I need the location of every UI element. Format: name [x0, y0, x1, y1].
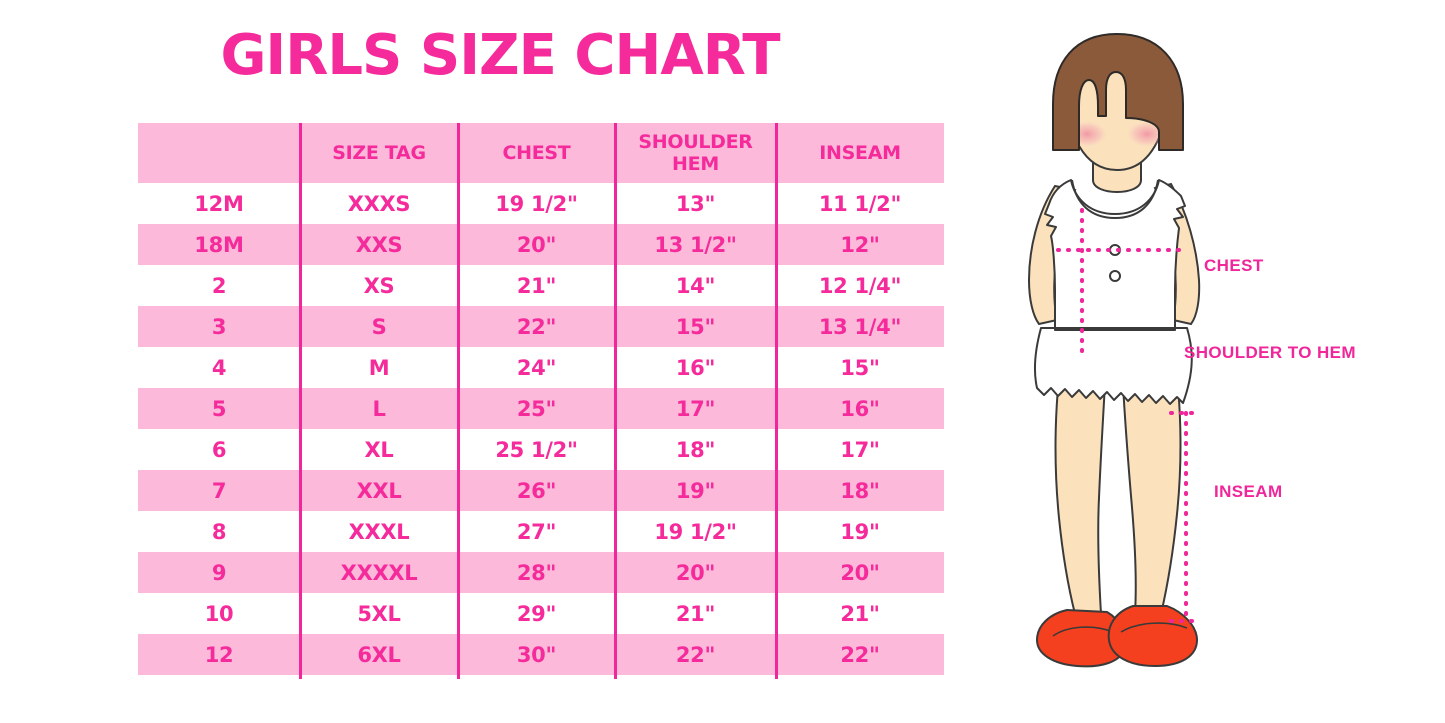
- cell-size: 10: [138, 593, 300, 634]
- table-row: 12M XXXS 19 1/2" 13" 11 1/2": [138, 183, 944, 224]
- button-bottom: [1109, 270, 1121, 282]
- cell-inseam: 20": [776, 552, 944, 593]
- callout-label-chest: CHEST: [1204, 256, 1264, 275]
- column-divider-2: [457, 123, 460, 679]
- size-chart-table: SIZE TAG CHEST SHOULDER HEM INSEAM 12M XX…: [138, 123, 944, 675]
- cell-chest: 25": [458, 388, 615, 429]
- cell-shoulder-hem: 19": [615, 470, 776, 511]
- cell-size-tag: M: [300, 347, 458, 388]
- cell-inseam: 19": [776, 511, 944, 552]
- girl-figure-illustration: [975, 28, 1265, 693]
- cell-chest: 27": [458, 511, 615, 552]
- column-header-chest: CHEST: [458, 123, 615, 183]
- column-divider-1: [299, 123, 302, 679]
- callout-label-inseam: INSEAM: [1214, 482, 1283, 501]
- cell-inseam: 12": [776, 224, 944, 265]
- cell-size-tag: S: [300, 306, 458, 347]
- cell-chest: 20": [458, 224, 615, 265]
- cell-size-tag: XXXXL: [300, 552, 458, 593]
- cell-shoulder-hem: 22": [615, 634, 776, 675]
- cell-size: 7: [138, 470, 300, 511]
- cell-size-tag: XXXL: [300, 511, 458, 552]
- cell-chest: 29": [458, 593, 615, 634]
- cell-inseam: 12 1/4": [776, 265, 944, 306]
- cell-size: 4: [138, 347, 300, 388]
- cell-shoulder-hem: 13": [615, 183, 776, 224]
- legs-group: [1054, 345, 1182, 615]
- cell-size: 8: [138, 511, 300, 552]
- cell-chest: 21": [458, 265, 615, 306]
- cell-shoulder-hem: 18": [615, 429, 776, 470]
- cell-shoulder-hem: 21": [615, 593, 776, 634]
- cell-size: 3: [138, 306, 300, 347]
- cell-inseam: 22": [776, 634, 944, 675]
- column-header-size: [138, 123, 300, 183]
- cell-inseam: 16": [776, 388, 944, 429]
- cell-chest: 19 1/2": [458, 183, 615, 224]
- column-divider-3: [614, 123, 617, 679]
- page-title: GIRLS SIZE CHART: [220, 23, 780, 88]
- table-row: 5 L 25" 17" 16": [138, 388, 944, 429]
- table-row: 9 XXXXL 28" 20" 20": [138, 552, 944, 593]
- cell-shoulder-hem: 17": [615, 388, 776, 429]
- cell-chest: 22": [458, 306, 615, 347]
- column-header-inseam: INSEAM: [776, 123, 944, 183]
- cell-shoulder-hem: 19 1/2": [615, 511, 776, 552]
- cell-size-tag: L: [300, 388, 458, 429]
- table-row: 18M XXS 20" 13 1/2" 12": [138, 224, 944, 265]
- shoes-group: [1035, 605, 1199, 668]
- cell-size: 2: [138, 265, 300, 306]
- cell-size-tag: XL: [300, 429, 458, 470]
- cell-chest: 30": [458, 634, 615, 675]
- cell-inseam: 18": [776, 470, 944, 511]
- column-header-shoulder-hem: SHOULDER HEM: [615, 123, 776, 183]
- cell-shoulder-hem: 13 1/2": [615, 224, 776, 265]
- hair: [1052, 33, 1184, 151]
- cell-inseam: 15": [776, 347, 944, 388]
- measurement-guides: [1056, 208, 1187, 356]
- table-row: 12 6XL 30" 22" 22": [138, 634, 944, 675]
- column-divider-4: [775, 123, 778, 679]
- callout-label-shoulder-to-hem: SHOULDER TO HEM: [1184, 343, 1356, 362]
- cell-shoulder-hem: 16": [615, 347, 776, 388]
- cell-size-tag: XXL: [300, 470, 458, 511]
- cell-size-tag: 5XL: [300, 593, 458, 634]
- cell-size: 18M: [138, 224, 300, 265]
- table-row: 3 S 22" 15" 13 1/4": [138, 306, 944, 347]
- cell-size: 5: [138, 388, 300, 429]
- cell-shoulder-hem: 15": [615, 306, 776, 347]
- table-row: 6 XL 25 1/2" 18" 17": [138, 429, 944, 470]
- cell-inseam: 13 1/4": [776, 306, 944, 347]
- cell-chest: 26": [458, 470, 615, 511]
- table-row: 10 5XL 29" 21" 21": [138, 593, 944, 634]
- cell-size-tag: XXS: [300, 224, 458, 265]
- table-row: 7 XXL 26" 19" 18": [138, 470, 944, 511]
- table-row: 4 M 24" 16" 15": [138, 347, 944, 388]
- cell-size-tag: XXXS: [300, 183, 458, 224]
- cell-size: 12M: [138, 183, 300, 224]
- cell-shoulder-hem: 14": [615, 265, 776, 306]
- cell-size-tag: XS: [300, 265, 458, 306]
- skirt: [1033, 327, 1193, 405]
- table-row: 2 XS 21" 14" 12 1/4": [138, 265, 944, 306]
- table-row: 8 XXXL 27" 19 1/2" 19": [138, 511, 944, 552]
- cell-size-tag: 6XL: [300, 634, 458, 675]
- cell-inseam: 21": [776, 593, 944, 634]
- cell-chest: 25 1/2": [458, 429, 615, 470]
- cell-inseam: 17": [776, 429, 944, 470]
- cell-shoulder-hem: 20": [615, 552, 776, 593]
- column-header-size-tag: SIZE TAG: [300, 123, 458, 183]
- cell-size: 6: [138, 429, 300, 470]
- table-header-row: SIZE TAG CHEST SHOULDER HEM INSEAM: [138, 123, 944, 183]
- cell-size: 9: [138, 552, 300, 593]
- cell-inseam: 11 1/2": [776, 183, 944, 224]
- cell-chest: 28": [458, 552, 615, 593]
- cell-size: 12: [138, 634, 300, 675]
- cell-chest: 24": [458, 347, 615, 388]
